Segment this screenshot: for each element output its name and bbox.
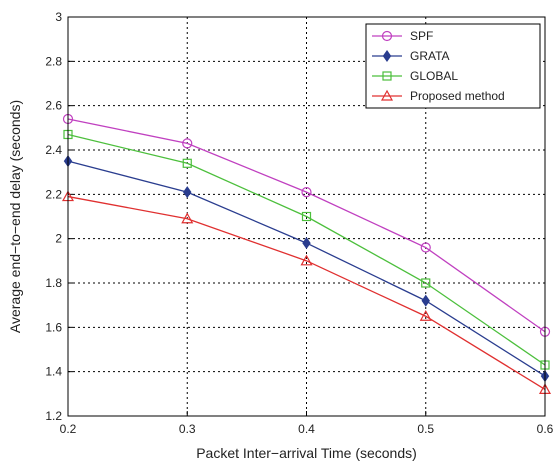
data-point-spf: [420, 242, 431, 253]
data-point-proposed-method: [181, 212, 194, 224]
data-point-proposed-method: [300, 254, 313, 266]
data-point-spf: [182, 138, 193, 149]
data-point-grata: [421, 294, 430, 307]
data-point-global: [301, 211, 312, 222]
y-axis-label: Average end−to−end delay (seconds): [7, 100, 23, 333]
series-layer: [61, 113, 552, 394]
ticks: 1.2 1.4 1.6 1.8 2 2.2 2.4 2.6 2.8 3 0.2 0.3 0.4 0.5 0.…: [45, 10, 553, 436]
legend-label: SPF: [410, 29, 433, 43]
y-tick-label: 1.2: [45, 409, 62, 423]
legend-label: GRATA: [410, 49, 450, 63]
y-tick-label: 2.6: [45, 99, 62, 113]
legend-entry-proposed-method: Proposed method: [372, 89, 505, 103]
x-tick-label: 0.3: [179, 422, 196, 436]
series-global: [63, 129, 550, 370]
legend-box: [365, 23, 541, 109]
y-tick-label: 2.2: [45, 187, 62, 201]
legend-label: Proposed method: [410, 89, 505, 103]
legend-entry-spf: SPF: [372, 29, 433, 43]
legend-entry-global: GLOBAL: [372, 69, 458, 83]
y-tick-label: 3: [55, 10, 62, 24]
legend-marker: [382, 71, 392, 81]
y-tick-label: 2.4: [45, 143, 62, 157]
series-line-global: [67, 133, 546, 366]
y-tick-label: 2: [55, 232, 62, 246]
data-point-global: [421, 278, 431, 288]
y-tick-label: 1.8: [45, 276, 62, 290]
legend-marker: [382, 49, 392, 63]
series-line-spf: [67, 118, 546, 333]
series-line-proposed-method: [67, 195, 546, 390]
series-proposed-method: [61, 190, 552, 394]
legend-entry-grata: GRATA: [372, 49, 450, 63]
y-tick-label: 1.6: [45, 320, 62, 334]
y-tick-label: 2.8: [45, 54, 62, 68]
data-point-spf: [301, 187, 312, 198]
plot-frame: [67, 16, 546, 417]
legend-label: GLOBAL: [410, 69, 458, 83]
x-tick-label: 0.2: [60, 422, 77, 436]
x-tick-label: 0.4: [298, 422, 315, 436]
legend-marker: [380, 89, 394, 101]
data-point-proposed-method: [419, 310, 432, 321]
legend: SPF GRATA GLOBAL Proposed method: [365, 23, 541, 109]
data-point-grata: [183, 186, 192, 199]
x-axis-label: Packet Inter−arrival Time (seconds): [196, 445, 417, 461]
legend-marker: [381, 30, 393, 42]
data-point-grata: [302, 237, 311, 250]
x-tick-label: 0.6: [537, 422, 554, 436]
series-grata: [63, 155, 550, 383]
y-tick-label: 1.4: [45, 365, 62, 379]
data-point-global: [182, 158, 192, 168]
x-tick-label: 0.5: [417, 422, 434, 436]
